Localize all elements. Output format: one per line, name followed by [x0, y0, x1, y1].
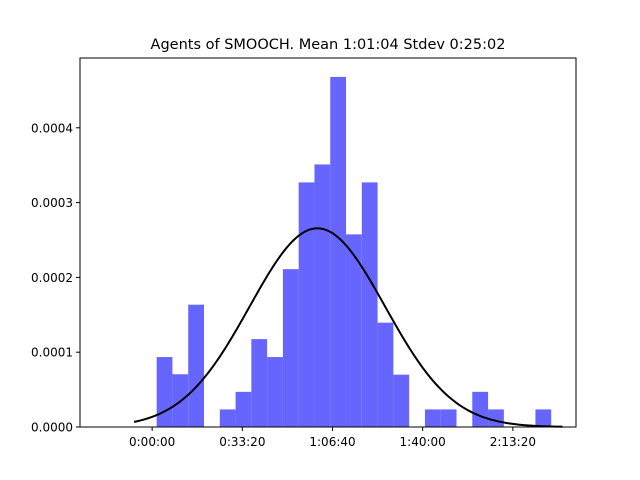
- y-tick-label-3: 0.0003: [31, 196, 73, 210]
- histogram-bar-15: [393, 374, 410, 427]
- histogram-bar-2: [188, 304, 204, 427]
- x-tick-label-2: 1:06:40: [309, 435, 355, 449]
- histogram-bar-11: [330, 76, 347, 428]
- histogram-bar-6: [251, 339, 268, 427]
- x-tick-label-4: 2:13:20: [490, 435, 536, 449]
- chart-title: Agents of SMOOCH. Mean 1:01:04 Stdev 0:2…: [151, 37, 506, 53]
- histogram-bar-17: [424, 409, 441, 427]
- x-tick-label-0: 0:00:00: [129, 435, 175, 449]
- histogram-bar-5: [235, 391, 252, 427]
- histogram-bar-18: [440, 409, 457, 427]
- y-axis-ticks: 0.0000 0.0001 0.0002 0.0003 0.0004: [31, 121, 80, 435]
- y-tick-label-1: 0.0001: [31, 346, 73, 360]
- histogram-bar-9: [298, 182, 315, 427]
- histogram-bar-4: [219, 409, 236, 427]
- histogram-bar-12: [346, 234, 362, 427]
- histogram-bar-13: [361, 182, 378, 427]
- x-tick-label-3: 1:40:00: [400, 435, 446, 449]
- histogram-bar-7: [267, 357, 283, 427]
- y-tick-label-0: 0.0000: [31, 421, 73, 435]
- histogram-bar-0: [156, 357, 173, 427]
- histogram-bar-24: [535, 409, 552, 427]
- histogram-bar-10: [314, 164, 331, 428]
- histogram-bar-14: [377, 322, 394, 427]
- histogram-bar-8: [282, 269, 299, 427]
- y-tick-label-4: 0.0004: [31, 121, 73, 135]
- histogram-bar-21: [488, 409, 504, 427]
- x-axis-ticks: 0:00:00 0:33:20 1:06:40 1:40:00 2:13:20: [129, 427, 536, 449]
- histogram-bar-20: [472, 391, 489, 427]
- y-tick-label-2: 0.0002: [31, 271, 73, 285]
- normal-fit-curve: [133, 227, 563, 428]
- histogram-bars: [156, 76, 552, 428]
- plot-frame: [79, 57, 577, 428]
- x-tick-label-1: 0:33:20: [219, 435, 265, 449]
